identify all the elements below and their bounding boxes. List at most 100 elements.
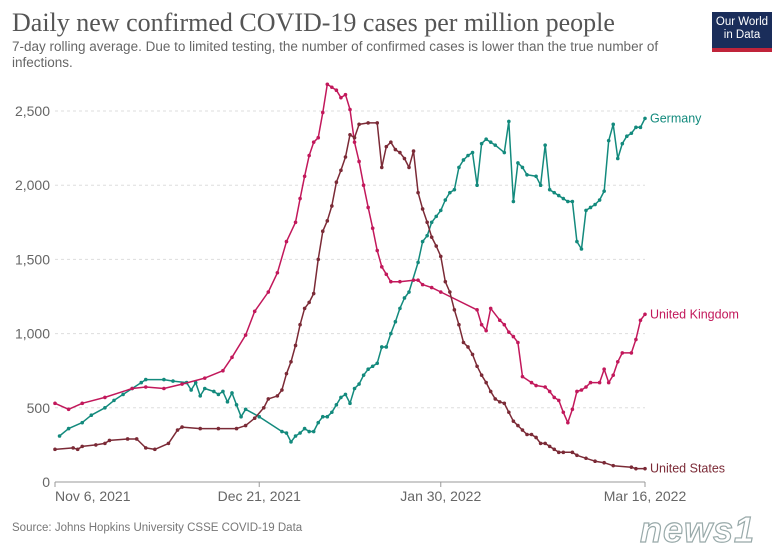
data-point-germany <box>443 198 448 202</box>
data-point-germany <box>566 199 570 204</box>
data-point-united-states <box>416 190 420 195</box>
data-point-united-kingdom <box>230 355 234 360</box>
data-point-united-kingdom <box>475 308 479 312</box>
data-point-germany <box>466 153 470 158</box>
data-point-germany <box>561 196 566 201</box>
data-point-united-kingdom <box>511 334 516 339</box>
data-point-germany <box>198 394 203 398</box>
x-tick-label: Nov 6, 2021 <box>55 488 131 504</box>
data-point-germany <box>556 193 561 198</box>
data-point-united-states <box>352 135 357 140</box>
data-point-germany <box>402 296 407 300</box>
data-point-united-states <box>261 406 266 410</box>
data-point-united-states <box>493 397 498 401</box>
data-point-united-states <box>316 257 321 262</box>
data-point-germany <box>398 306 402 311</box>
data-point-united-kingdom <box>275 270 280 275</box>
data-point-united-kingdom <box>543 385 547 389</box>
data-point-united-states <box>538 441 543 446</box>
data-point-united-states <box>511 419 516 423</box>
data-point-germany <box>407 290 411 294</box>
owid-logo[interactable]: Our World in Data <box>712 12 772 52</box>
data-point-germany <box>189 388 193 392</box>
data-point-germany <box>311 429 316 434</box>
data-point-united-kingdom <box>202 376 207 380</box>
data-point-united-states <box>534 435 538 440</box>
data-point-united-kingdom <box>366 205 370 210</box>
data-point-united-kingdom <box>634 337 638 342</box>
data-point-germany <box>343 392 348 397</box>
data-point-germany <box>293 434 298 438</box>
data-point-germany <box>257 414 262 419</box>
data-point-united-states <box>289 359 293 364</box>
data-point-germany <box>121 392 125 397</box>
data-point-united-states <box>593 459 597 464</box>
data-point-united-states <box>602 460 606 465</box>
data-point-united-states <box>584 456 588 461</box>
data-point-united-states <box>570 450 575 455</box>
data-point-united-states <box>325 219 330 223</box>
data-point-germany <box>502 150 507 155</box>
data-point-germany <box>438 208 443 213</box>
chart-title: Daily new confirmed COVID-19 cases per m… <box>12 8 615 37</box>
data-point-germany <box>239 414 243 419</box>
data-point-united-states <box>611 463 616 468</box>
data-point-germany <box>602 189 606 193</box>
data-point-united-states <box>180 425 184 429</box>
data-point-united-states <box>125 437 130 441</box>
data-point-united-states <box>425 220 429 225</box>
data-point-united-kingdom <box>53 401 57 406</box>
data-point-united-kingdom <box>66 407 71 412</box>
data-point-germany <box>243 407 248 412</box>
data-point-united-kingdom <box>398 279 402 284</box>
data-point-germany <box>584 208 588 213</box>
data-point-united-states <box>448 290 452 294</box>
data-point-united-states <box>307 300 311 305</box>
data-point-united-states <box>53 447 57 452</box>
data-point-germany <box>461 158 466 162</box>
data-point-germany <box>339 395 343 400</box>
data-point-united-kingdom <box>311 140 316 144</box>
data-point-united-kingdom <box>620 351 625 355</box>
y-tick-label: 2,500 <box>15 103 50 119</box>
data-point-germany <box>525 173 529 177</box>
data-point-united-states <box>629 465 634 469</box>
x-tick-label: Dec 21, 2021 <box>218 488 301 504</box>
data-point-united-states <box>375 121 380 125</box>
data-point-united-states <box>502 401 507 406</box>
data-point-united-kingdom <box>556 398 561 403</box>
data-point-germany <box>307 429 311 434</box>
data-point-united-states <box>275 394 280 398</box>
series-line-united-states <box>54 122 645 470</box>
data-point-united-states <box>429 235 434 239</box>
data-point-united-states <box>266 397 271 401</box>
data-point-united-states <box>134 437 139 441</box>
chart-subtitle: 7-day rolling average. Due to limited te… <box>12 39 659 70</box>
data-point-germany <box>393 319 398 324</box>
data-point-united-states <box>252 416 257 420</box>
data-point-united-states <box>488 389 493 394</box>
data-point-united-states <box>529 432 534 437</box>
data-point-germany <box>112 398 116 403</box>
data-point-germany <box>638 125 643 130</box>
data-point-united-kingdom <box>343 92 348 97</box>
data-point-germany <box>634 125 638 130</box>
data-point-united-kingdom <box>334 88 339 93</box>
data-point-united-states <box>452 308 457 312</box>
data-point-united-kingdom <box>221 368 225 373</box>
data-point-united-states <box>284 371 289 376</box>
data-point-united-states <box>438 254 443 259</box>
data-point-germany <box>162 377 166 382</box>
data-point-united-states <box>434 244 439 248</box>
data-point-germany <box>484 137 488 141</box>
data-point-germany <box>234 403 239 407</box>
data-point-united-states <box>411 149 416 153</box>
series-label-germany: Germany <box>650 111 702 125</box>
data-point-germany <box>511 199 516 204</box>
data-point-united-kingdom <box>325 82 330 87</box>
data-point-united-states <box>80 444 85 449</box>
data-point-germany <box>479 141 484 146</box>
data-point-united-kingdom <box>579 388 584 392</box>
data-point-germany <box>284 431 289 435</box>
data-point-united-states <box>357 122 361 127</box>
